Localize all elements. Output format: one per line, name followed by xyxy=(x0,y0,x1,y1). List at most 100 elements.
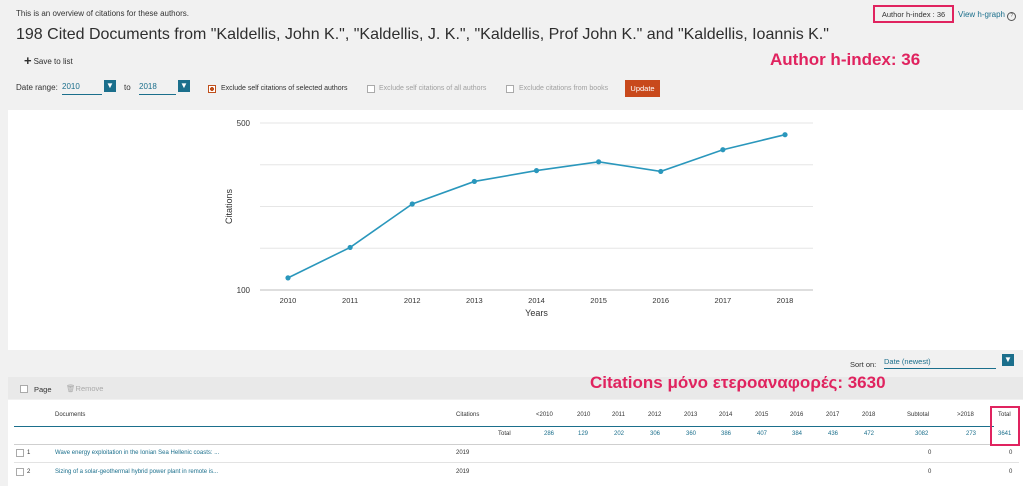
col-year[interactable]: 2013 xyxy=(684,412,698,418)
row-number: 2 xyxy=(27,469,31,475)
remove-button[interactable]: 🗑Remove xyxy=(66,384,103,393)
x-tick-label: 2014 xyxy=(528,296,545,305)
total-cell: 306 xyxy=(650,431,661,437)
row-divider xyxy=(14,462,1019,463)
x-tick-label: 2013 xyxy=(466,296,483,305)
row-checkbox[interactable] xyxy=(16,449,24,457)
totals-divider xyxy=(14,444,1019,445)
data-point xyxy=(720,147,726,153)
save-to-list-label: Save to list xyxy=(33,57,73,66)
row-checkbox[interactable] xyxy=(16,468,24,476)
to-label: to xyxy=(124,83,131,92)
data-point xyxy=(409,201,415,207)
exclude-books-checkbox[interactable] xyxy=(506,85,514,93)
exclude-books-label: Exclude citations from books xyxy=(519,85,609,92)
sort-select[interactable]: Date (newest) xyxy=(884,357,996,369)
exclude-all-label: Exclude self citations of all authors xyxy=(379,85,487,92)
page-title: 198 Cited Documents from "Kaldellis, Joh… xyxy=(16,26,829,43)
data-point xyxy=(347,244,353,251)
total-cell: 436 xyxy=(828,431,839,437)
page-label: Page xyxy=(34,385,52,394)
total-cell: 3082 xyxy=(915,431,929,437)
update-button[interactable]: Update xyxy=(625,80,660,97)
col-citations[interactable]: Citations xyxy=(456,412,480,418)
x-tick-label: 2011 xyxy=(342,296,358,305)
document-link[interactable]: Wave energy exploitation in the Ionian S… xyxy=(55,450,220,456)
total-cell: 273 xyxy=(966,431,977,437)
date-from-select[interactable]: 2010 xyxy=(62,80,102,95)
col-year[interactable]: 2011 xyxy=(612,412,625,418)
col-year[interactable]: 2012 xyxy=(648,412,662,418)
y-tick-label: 100 xyxy=(237,286,251,295)
data-point xyxy=(596,159,602,165)
row-total: 0 xyxy=(1009,469,1013,475)
page-checkbox[interactable] xyxy=(20,385,28,393)
total-cell: 3641 xyxy=(998,431,1012,437)
row-year: 2019 xyxy=(456,469,470,475)
total-cell: 407 xyxy=(757,431,768,437)
save-to-list-button[interactable]: + Save to list xyxy=(24,52,73,68)
col-year[interactable]: 2018 xyxy=(862,412,876,418)
header-divider xyxy=(14,426,994,427)
intro-text: This is an overview of citations for the… xyxy=(16,9,189,18)
x-tick-label: 2018 xyxy=(777,296,794,305)
x-axis-label: Years xyxy=(525,308,548,318)
exclude-selected-label: Exclude self citations of selected autho… xyxy=(221,85,348,92)
col-subtotal[interactable]: Subtotal xyxy=(907,412,930,418)
row-subtotal: 0 xyxy=(928,469,932,475)
data-point xyxy=(782,132,788,138)
chevron-down-icon[interactable]: ▼ xyxy=(104,80,116,92)
x-tick-label: 2012 xyxy=(404,296,421,305)
row-number: 1 xyxy=(27,450,31,456)
y-axis-label: Citations xyxy=(224,188,234,224)
date-to-select[interactable]: 2018 xyxy=(139,80,176,95)
date-range-label: Date range: xyxy=(16,83,58,92)
citations-chart: 500 100 2010 2011 2012 2013 2014 2015 2016 2017 20… xyxy=(224,119,813,318)
citations-table xyxy=(8,400,1023,486)
exclude-all-checkbox[interactable] xyxy=(367,85,375,93)
help-icon: ? xyxy=(1007,12,1017,21)
plus-icon: + xyxy=(24,53,32,68)
col-year[interactable]: 2014 xyxy=(719,412,733,418)
total-cell: 472 xyxy=(864,431,875,437)
y-tick-label: 500 xyxy=(237,119,251,128)
totals-label: Total xyxy=(498,431,511,437)
data-point xyxy=(471,178,477,185)
view-h-graph-link[interactable]: View h-graph ? xyxy=(958,10,1017,21)
exclude-selected-checkbox[interactable] xyxy=(208,85,216,93)
col-year[interactable]: 2016 xyxy=(790,412,804,418)
view-h-graph-label: View h-graph xyxy=(958,10,1005,19)
x-tick-label: 2010 xyxy=(280,296,297,305)
total-highlight-box xyxy=(990,406,1020,446)
row-subtotal: 0 xyxy=(928,450,932,456)
total-cell: 202 xyxy=(614,431,625,437)
col-year[interactable]: <2010 xyxy=(536,412,553,418)
row-total: 0 xyxy=(1009,450,1013,456)
col-year[interactable]: 2015 xyxy=(755,412,769,418)
remove-label: Remove xyxy=(75,384,104,393)
col-documents[interactable]: Documents xyxy=(55,412,86,418)
total-cell: 384 xyxy=(792,431,803,437)
x-tick-label: 2015 xyxy=(590,296,607,305)
chart-panel: 500 100 2010 2011 2012 2013 2014 2015 2016 2017 20… xyxy=(8,110,1023,350)
page-toolbar xyxy=(8,377,1023,399)
data-point xyxy=(658,168,664,175)
chevron-down-icon[interactable]: ▼ xyxy=(1002,354,1014,366)
total-cell: 360 xyxy=(686,431,697,437)
x-tick-label: 2017 xyxy=(715,296,732,305)
col-after[interactable]: >2018 xyxy=(957,412,974,418)
data-point xyxy=(533,167,540,174)
row-year: 2019 xyxy=(456,450,470,456)
citations-annotation: Citations μόνο ετεροαναφορές: 3630 xyxy=(590,373,886,392)
col-total[interactable]: Total xyxy=(998,412,1011,418)
sort-label: Sort on: xyxy=(850,360,877,369)
total-cell: 129 xyxy=(578,431,589,437)
h-index-badge: Author h-index : 36 xyxy=(873,5,954,23)
x-tick-label: 2016 xyxy=(652,296,669,305)
document-link[interactable]: Sizing of a solar-geothermal hybrid powe… xyxy=(55,469,219,475)
h-index-annotation: Author h-index: 36 xyxy=(770,50,921,69)
chevron-down-icon[interactable]: ▼ xyxy=(178,80,190,92)
col-year[interactable]: 2017 xyxy=(826,412,840,418)
total-cell: 386 xyxy=(721,431,732,437)
col-year[interactable]: 2010 xyxy=(577,412,591,418)
